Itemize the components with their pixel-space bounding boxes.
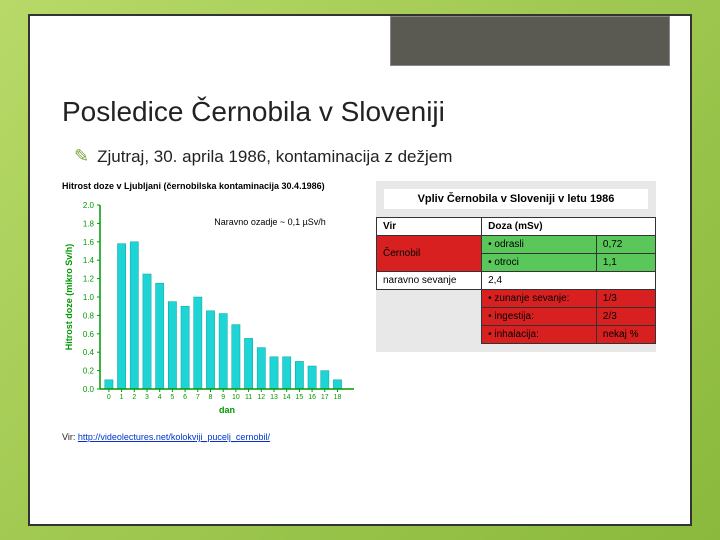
dose-table: Vir Doza (mSv) Černobil • odrasli 0,72 •…	[376, 217, 656, 344]
svg-text:1: 1	[120, 394, 124, 401]
svg-text:12: 12	[257, 394, 265, 401]
breakdown-val: 2/3	[596, 308, 655, 326]
svg-text:9: 9	[221, 394, 225, 401]
dose-rate-bar-chart: 0.00.20.40.60.81.01.21.41.61.82.00123456…	[62, 197, 362, 417]
svg-text:7: 7	[196, 394, 200, 401]
header-vir: Vir	[377, 218, 482, 236]
svg-text:0.8: 0.8	[83, 311, 95, 320]
svg-text:0.6: 0.6	[83, 330, 95, 339]
svg-text:10: 10	[232, 394, 240, 401]
bullet-text: Zjutraj, 30. aprila 1986, kontaminacija …	[97, 147, 452, 167]
svg-text:1.0: 1.0	[83, 293, 95, 302]
source-link[interactable]: http://videolectures.net/kolokviji_pucel…	[78, 432, 270, 442]
source-prefix: Vir:	[62, 432, 78, 442]
svg-text:1.8: 1.8	[83, 219, 95, 228]
chart-title: Hitrost doze v Ljubljani (černobilska ko…	[62, 181, 362, 191]
source-citation: Vir: http://videolectures.net/kolokviji_…	[62, 432, 658, 442]
svg-text:4: 4	[158, 394, 162, 401]
dose-table-panel: Vpliv Černobila v Sloveniji v letu 1986 …	[376, 181, 656, 352]
svg-text:5: 5	[170, 394, 174, 401]
table-row: naravno sevanje 2,4	[377, 272, 656, 290]
slide-container: Posledice Černobila v Sloveniji ✎ Zjutra…	[28, 14, 692, 526]
breakdown-label: • inhalacija:	[482, 326, 597, 344]
breakdown-val: 1/3	[596, 290, 655, 308]
svg-text:0: 0	[107, 394, 111, 401]
svg-text:Naravno ozadje ~ 0,1 µSv/h: Naravno ozadje ~ 0,1 µSv/h	[214, 217, 326, 227]
chernobyl-label: Černobil	[377, 236, 482, 272]
natural-val: 2,4	[482, 272, 656, 290]
svg-text:14: 14	[283, 394, 291, 401]
page-title: Posledice Černobila v Sloveniji	[62, 96, 658, 128]
svg-text:0.0: 0.0	[83, 385, 95, 394]
svg-text:15: 15	[295, 394, 303, 401]
svg-text:13: 13	[270, 394, 278, 401]
svg-text:16: 16	[308, 394, 316, 401]
svg-text:1.6: 1.6	[83, 238, 95, 247]
sub-val: 1,1	[596, 254, 655, 272]
breakdown-label: • ingestija:	[482, 308, 597, 326]
svg-text:3: 3	[145, 394, 149, 401]
table-row: • zunanje sevanje: 1/3	[377, 290, 656, 308]
table-header-row: Vir Doza (mSv)	[377, 218, 656, 236]
scribble-icon: ✎	[74, 146, 89, 167]
bullet-item: ✎ Zjutraj, 30. aprila 1986, kontaminacij…	[74, 146, 658, 167]
svg-text:17: 17	[321, 394, 329, 401]
table-row: Černobil • odrasli 0,72	[377, 236, 656, 254]
breakdown-val: nekaj %	[596, 326, 655, 344]
svg-text:2.0: 2.0	[83, 201, 95, 210]
natural-label: naravno sevanje	[377, 272, 482, 290]
svg-text:0.2: 0.2	[83, 367, 95, 376]
dose-table-title: Vpliv Černobila v Sloveniji v letu 1986	[384, 189, 648, 209]
svg-text:0.4: 0.4	[83, 348, 95, 357]
svg-text:6: 6	[183, 394, 187, 401]
empty-cell	[377, 290, 482, 344]
svg-text:Hitrost doze (mikro Sv/h): Hitrost doze (mikro Sv/h)	[64, 244, 74, 351]
svg-text:1.4: 1.4	[83, 256, 95, 265]
sub-label: • odrasli	[482, 236, 597, 254]
svg-text:11: 11	[245, 394, 252, 401]
chart-panel: Hitrost doze v Ljubljani (černobilska ko…	[62, 181, 362, 422]
sub-val: 0,72	[596, 236, 655, 254]
header-doza: Doza (mSv)	[482, 218, 656, 236]
two-column-layout: Hitrost doze v Ljubljani (černobilska ko…	[62, 181, 658, 422]
sub-label: • otroci	[482, 254, 597, 272]
decorative-top-bar	[390, 16, 670, 66]
svg-text:dan: dan	[219, 405, 235, 415]
slide-content: Posledice Černobila v Sloveniji ✎ Zjutra…	[62, 96, 658, 504]
svg-text:18: 18	[334, 394, 342, 401]
svg-text:1.2: 1.2	[83, 275, 95, 284]
breakdown-label: • zunanje sevanje:	[482, 290, 597, 308]
svg-text:8: 8	[209, 394, 213, 401]
svg-text:2: 2	[132, 394, 136, 401]
